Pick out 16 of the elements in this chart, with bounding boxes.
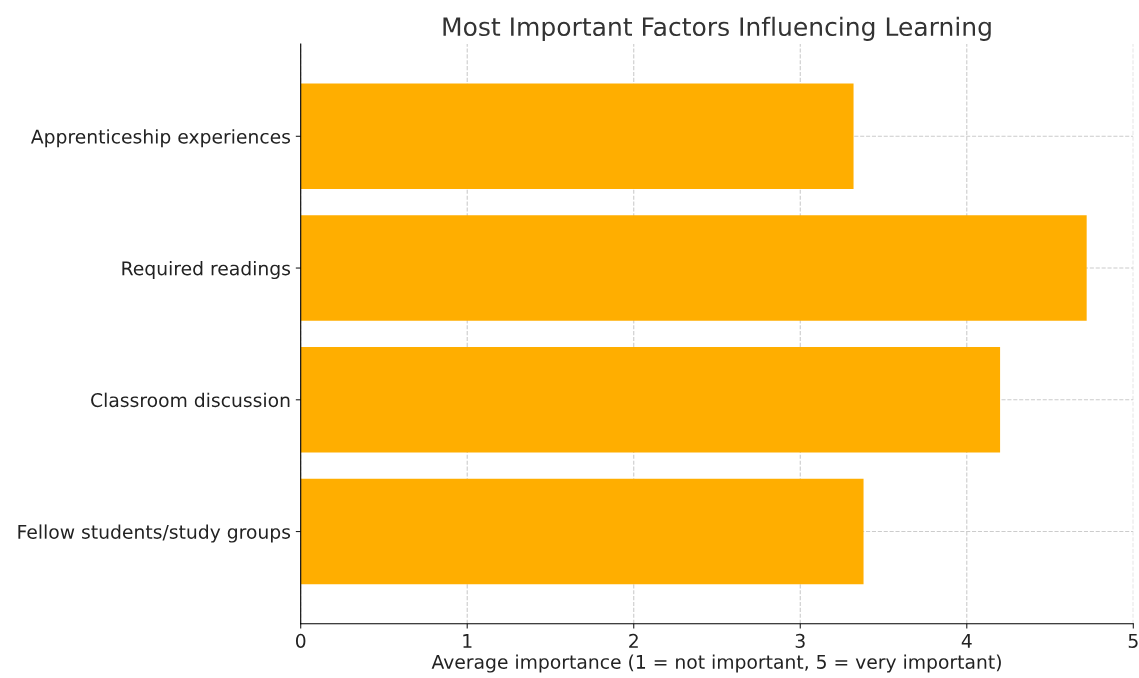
x-axis-title: Average importance (1 = not important, 5 = very important) (431, 654, 1001, 673)
y-tick-label: Fellow students/study groups (18, 524, 291, 543)
x-tick-label: 2 (629, 633, 638, 648)
bar (300, 215, 1087, 321)
y-tick-label: Classroom discussion (91, 392, 290, 408)
x-tick-label: 1 (463, 634, 472, 648)
bar (300, 478, 864, 585)
chart-title: Most Important Factors Influencing Learning (443, 16, 991, 41)
bar (300, 83, 854, 189)
x-tick-label: 4 (961, 634, 972, 648)
x-tick-label: 3 (795, 633, 805, 648)
y-tick-label: Required readings (122, 260, 291, 280)
bar (300, 347, 1001, 453)
x-tick-label: 0 (295, 633, 306, 648)
x-tick-label: 5 (1128, 634, 1138, 648)
y-tick-label: Apprenticeship experiences (30, 129, 291, 148)
